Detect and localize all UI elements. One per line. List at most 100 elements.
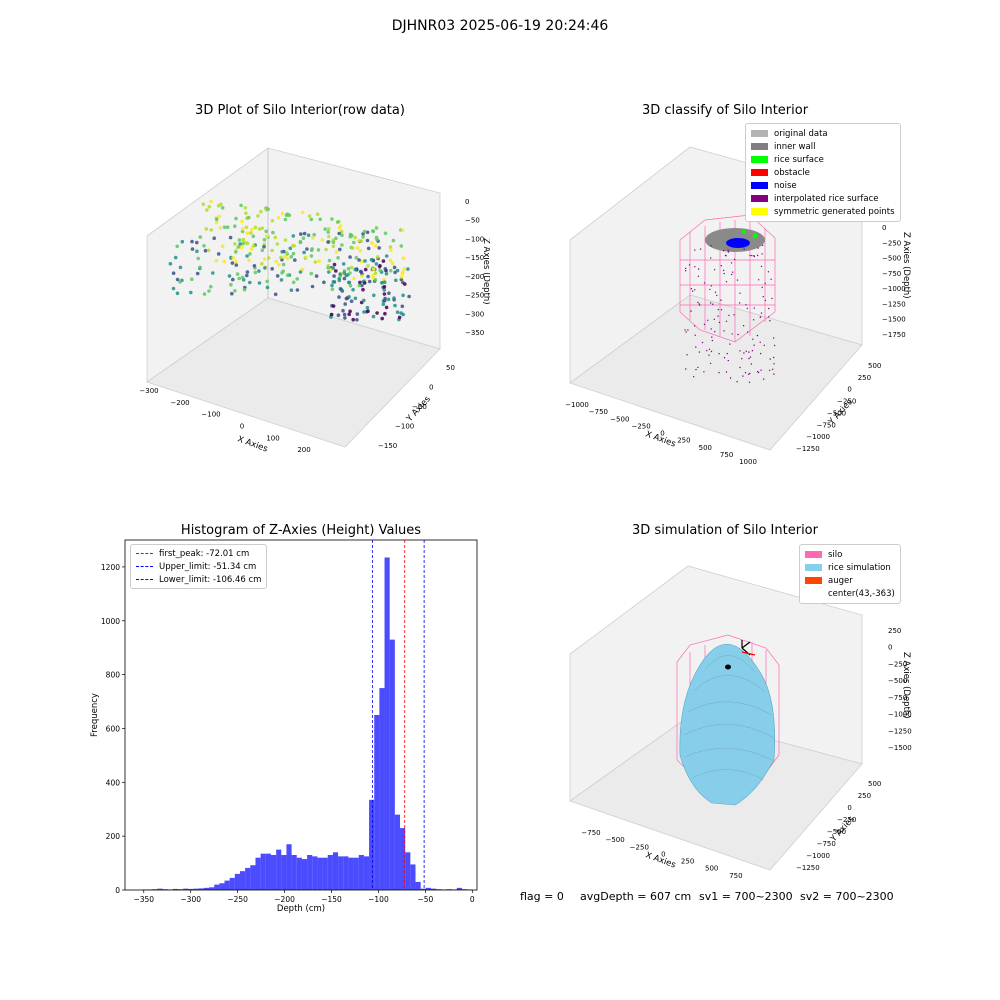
classify-interpolated-points	[684, 244, 776, 383]
center-marker	[725, 664, 731, 670]
interpolated-point	[695, 368, 697, 371]
raw-data-point	[348, 309, 352, 314]
interpolated-point	[710, 328, 712, 330]
interpolated-point	[743, 248, 745, 250]
raw-data-point	[351, 317, 356, 322]
interpolated-point	[768, 307, 770, 310]
raw-data-point	[196, 256, 200, 261]
raw-data-point	[372, 293, 376, 298]
interpolated-point	[752, 338, 754, 340]
interpolated-point	[760, 265, 763, 268]
interpolated-point	[697, 366, 699, 369]
raw-data-point	[400, 228, 405, 233]
raw-data-point	[307, 214, 312, 218]
simulation-panel-title: 3D simulation of Silo Interior	[632, 523, 818, 538]
histogram-bar	[327, 855, 333, 890]
raw-data-point	[378, 264, 382, 268]
interpolated-point	[747, 331, 749, 333]
raw-data-point	[359, 239, 364, 243]
histogram-bar	[374, 715, 380, 890]
interpolated-point	[718, 353, 720, 355]
raw-data-point	[298, 270, 303, 274]
raw-data-point	[401, 270, 405, 274]
histogram-bar	[456, 887, 462, 890]
sim-z-tick-label: −750	[888, 694, 907, 702]
interpolated-point	[745, 350, 747, 352]
raw-data-point	[403, 282, 407, 286]
raw-data-point	[195, 240, 199, 245]
interpolated-point	[716, 294, 718, 297]
raw-data-point	[270, 218, 275, 223]
interpolated-point	[729, 343, 731, 345]
raw-data-point	[372, 267, 376, 272]
interpolated-point	[773, 356, 775, 359]
raw-data-point	[335, 220, 340, 224]
raw-data-point	[349, 299, 354, 304]
simulation-xticks: −750 −500 −250 0 250 500 750 1000	[581, 829, 769, 880]
interpolated-point	[750, 363, 753, 365]
raw-data-point	[248, 252, 252, 256]
cls-y-tick-label: −1250	[796, 445, 820, 453]
raw-data-point	[241, 238, 246, 243]
x-tick-label: −300	[180, 895, 201, 904]
raw-data-point	[337, 278, 342, 283]
raw-data-point	[363, 267, 368, 272]
raw-data-point	[235, 272, 240, 276]
interpolated-point	[720, 265, 722, 267]
raw-data-point	[283, 217, 288, 222]
status-sv2: sv2 = 700~2300	[800, 890, 894, 903]
raw-data-point	[178, 265, 183, 270]
sim-y-tick-label: −750	[817, 840, 836, 848]
interpolated-point	[707, 319, 709, 321]
raw-z-tick-label: −250	[465, 292, 484, 300]
interpolated-point	[697, 275, 700, 277]
raw-data-point	[380, 281, 384, 285]
raw-data-point	[312, 232, 317, 237]
raw-data-point	[287, 213, 292, 218]
legend-swatch	[751, 182, 768, 189]
raw-data-point	[190, 239, 194, 244]
raw-data-point	[344, 273, 349, 278]
classify-legend: original data inner wall rice surface ob…	[745, 123, 901, 222]
figure-suptitle: DJHNR03 2025-06-19 20:24:46	[391, 18, 609, 34]
histogram-bar	[415, 881, 421, 890]
raw-data-point	[326, 230, 331, 234]
histogram-bar	[219, 883, 225, 890]
legend-swatch	[805, 551, 822, 558]
raw-data-point	[393, 270, 397, 275]
interpolated-point	[685, 368, 687, 370]
raw-data-point	[362, 310, 366, 314]
raw-data-point	[225, 225, 230, 229]
classify-zticks: 0 −250 −500 −750 −1000 −1250 −1500 −1750	[882, 224, 906, 339]
raw-data-point	[348, 255, 352, 259]
legend-item: interpolated rice surface	[751, 192, 895, 205]
histogram-bar	[296, 857, 302, 890]
raw-data-point	[207, 289, 211, 293]
x-tick-label: −50	[417, 895, 433, 904]
interpolated-point	[748, 351, 750, 353]
interpolated-point	[759, 341, 761, 343]
raw-data-point	[244, 225, 249, 230]
raw-data-point	[360, 274, 364, 278]
interpolated-point	[714, 331, 716, 333]
raw-data-point	[249, 247, 254, 251]
sim-y-tick-label: −1000	[806, 852, 830, 860]
interpolated-point	[686, 354, 688, 356]
interpolated-point	[694, 266, 696, 268]
interpolated-point	[694, 289, 696, 291]
raw-x-tick-label: −200	[170, 399, 189, 407]
sim-z-tick-label: −1250	[888, 727, 912, 735]
histogram-bar	[234, 873, 240, 890]
interpolated-point	[749, 356, 752, 358]
raw-data-point	[367, 279, 372, 284]
raw-data-point	[253, 270, 258, 275]
raw-data-point	[323, 227, 328, 231]
histogram-bar	[343, 856, 349, 890]
histogram-bar	[214, 884, 220, 890]
raw-data-point	[347, 312, 352, 317]
status-avg-depth: avgDepth = 607 cm	[580, 890, 692, 903]
raw-data-point	[363, 259, 367, 263]
interpolated-point	[753, 255, 755, 257]
raw-data-point	[279, 255, 283, 260]
raw-data-point	[259, 209, 263, 214]
